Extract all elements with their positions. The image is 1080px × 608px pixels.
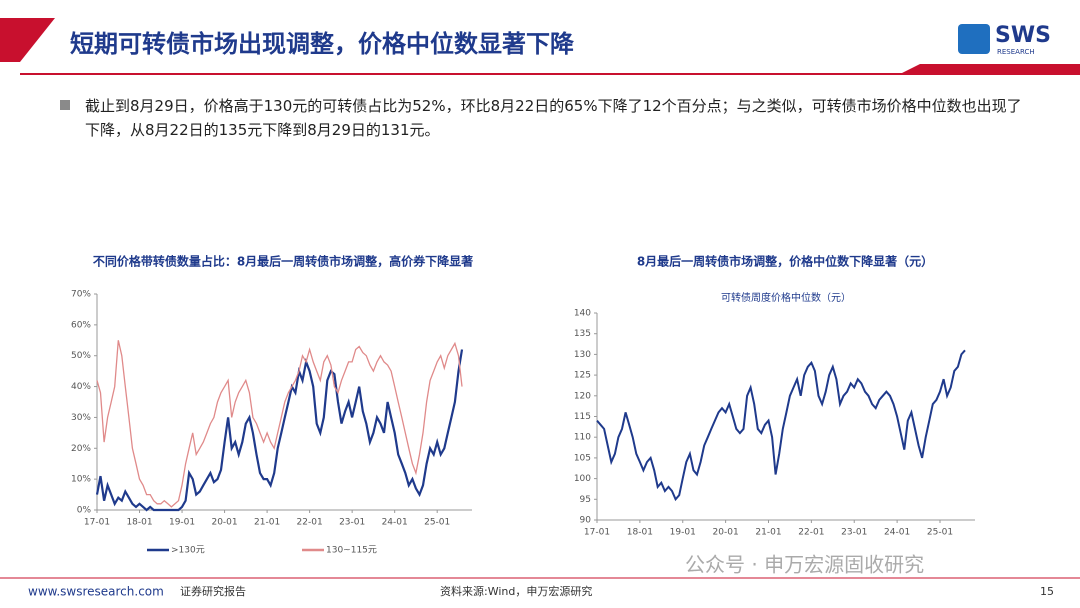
x-tick-label: 25-01	[424, 518, 450, 528]
y-tick-label: 140	[574, 309, 591, 319]
logo-icon	[958, 24, 990, 54]
x-tick-label: 22-01	[297, 518, 323, 528]
x-tick-label: 24-01	[382, 518, 408, 528]
x-tick-label: 19-01	[169, 518, 195, 528]
series-line	[95, 349, 464, 512]
x-tick-label: 19-01	[670, 528, 696, 538]
banner-right	[900, 64, 1080, 74]
legend-label: 130~115元	[326, 546, 377, 556]
y-tick-label: 105	[574, 453, 591, 463]
logo: SWS	[995, 23, 1051, 48]
x-tick-label: 25-01	[927, 528, 953, 538]
y-tick-label: 70%	[71, 290, 91, 300]
logo-sub: RESEARCH	[997, 48, 1035, 56]
y-tick-label: 50%	[71, 351, 91, 361]
y-tick-label: 40%	[71, 382, 91, 392]
y-tick-label: 135	[574, 329, 591, 339]
y-tick-label: 100	[574, 474, 591, 484]
y-tick-label: 110	[574, 433, 591, 443]
banner-left	[0, 18, 55, 62]
x-tick-label: 18-01	[126, 518, 152, 528]
x-tick-label: 20-01	[211, 518, 237, 528]
y-tick-label: 120	[574, 391, 591, 401]
bullet-text: 截止到8月29日，价格高于130元的可转债占比为52%，环比8月22日的65%下…	[85, 97, 1022, 139]
x-tick-label: 22-01	[798, 528, 824, 538]
y-tick-label: 90	[580, 516, 592, 526]
x-tick-label: 21-01	[755, 528, 781, 538]
y-tick-label: 60%	[71, 320, 91, 330]
y-tick-label: 115	[574, 412, 591, 422]
page-number: 15	[1040, 585, 1054, 598]
y-tick-label: 125	[574, 371, 591, 381]
footer-site: www.swsresearch.com	[28, 585, 164, 599]
x-tick-label: 23-01	[339, 518, 365, 528]
chart-title: 不同价格带转债数量占比：8月最后一周转债市场调整，高价券下降显著	[93, 254, 473, 269]
header-title: 短期可转债市场出现调整，价格中位数显著下降	[70, 30, 575, 58]
x-tick-label: 21-01	[254, 518, 280, 528]
banner	[20, 10, 1000, 60]
y-tick-label: 10%	[71, 475, 91, 485]
x-tick-label: 18-01	[627, 528, 653, 538]
y-tick-label: 0%	[77, 506, 92, 516]
legend-label: 可转债周度价格中位数（元）	[721, 291, 851, 304]
footer-label: 证券研究报告	[180, 584, 246, 598]
watermark: 公众号 · 申万宏源固收研究	[685, 553, 924, 577]
y-tick-label: 20%	[71, 444, 91, 454]
x-tick-label: 23-01	[841, 528, 867, 538]
x-tick-label: 24-01	[884, 528, 910, 538]
legend-label: >130元	[171, 546, 205, 556]
series-line	[96, 340, 463, 508]
x-tick-label: 17-01	[84, 518, 110, 528]
y-tick-label: 30%	[71, 413, 91, 423]
x-tick-label: 20-01	[713, 528, 739, 538]
y-tick-label: 95	[580, 495, 591, 505]
x-tick-label: 17-01	[584, 528, 610, 538]
bullet-marker	[60, 100, 70, 110]
y-tick-label: 130	[574, 350, 591, 360]
chart-title: 8月最后一周转债市场调整，价格中位数下降显著（元）	[637, 254, 933, 269]
series-line	[596, 349, 966, 502]
footer-source: 资料来源:Wind，申万宏源研究	[440, 584, 592, 598]
